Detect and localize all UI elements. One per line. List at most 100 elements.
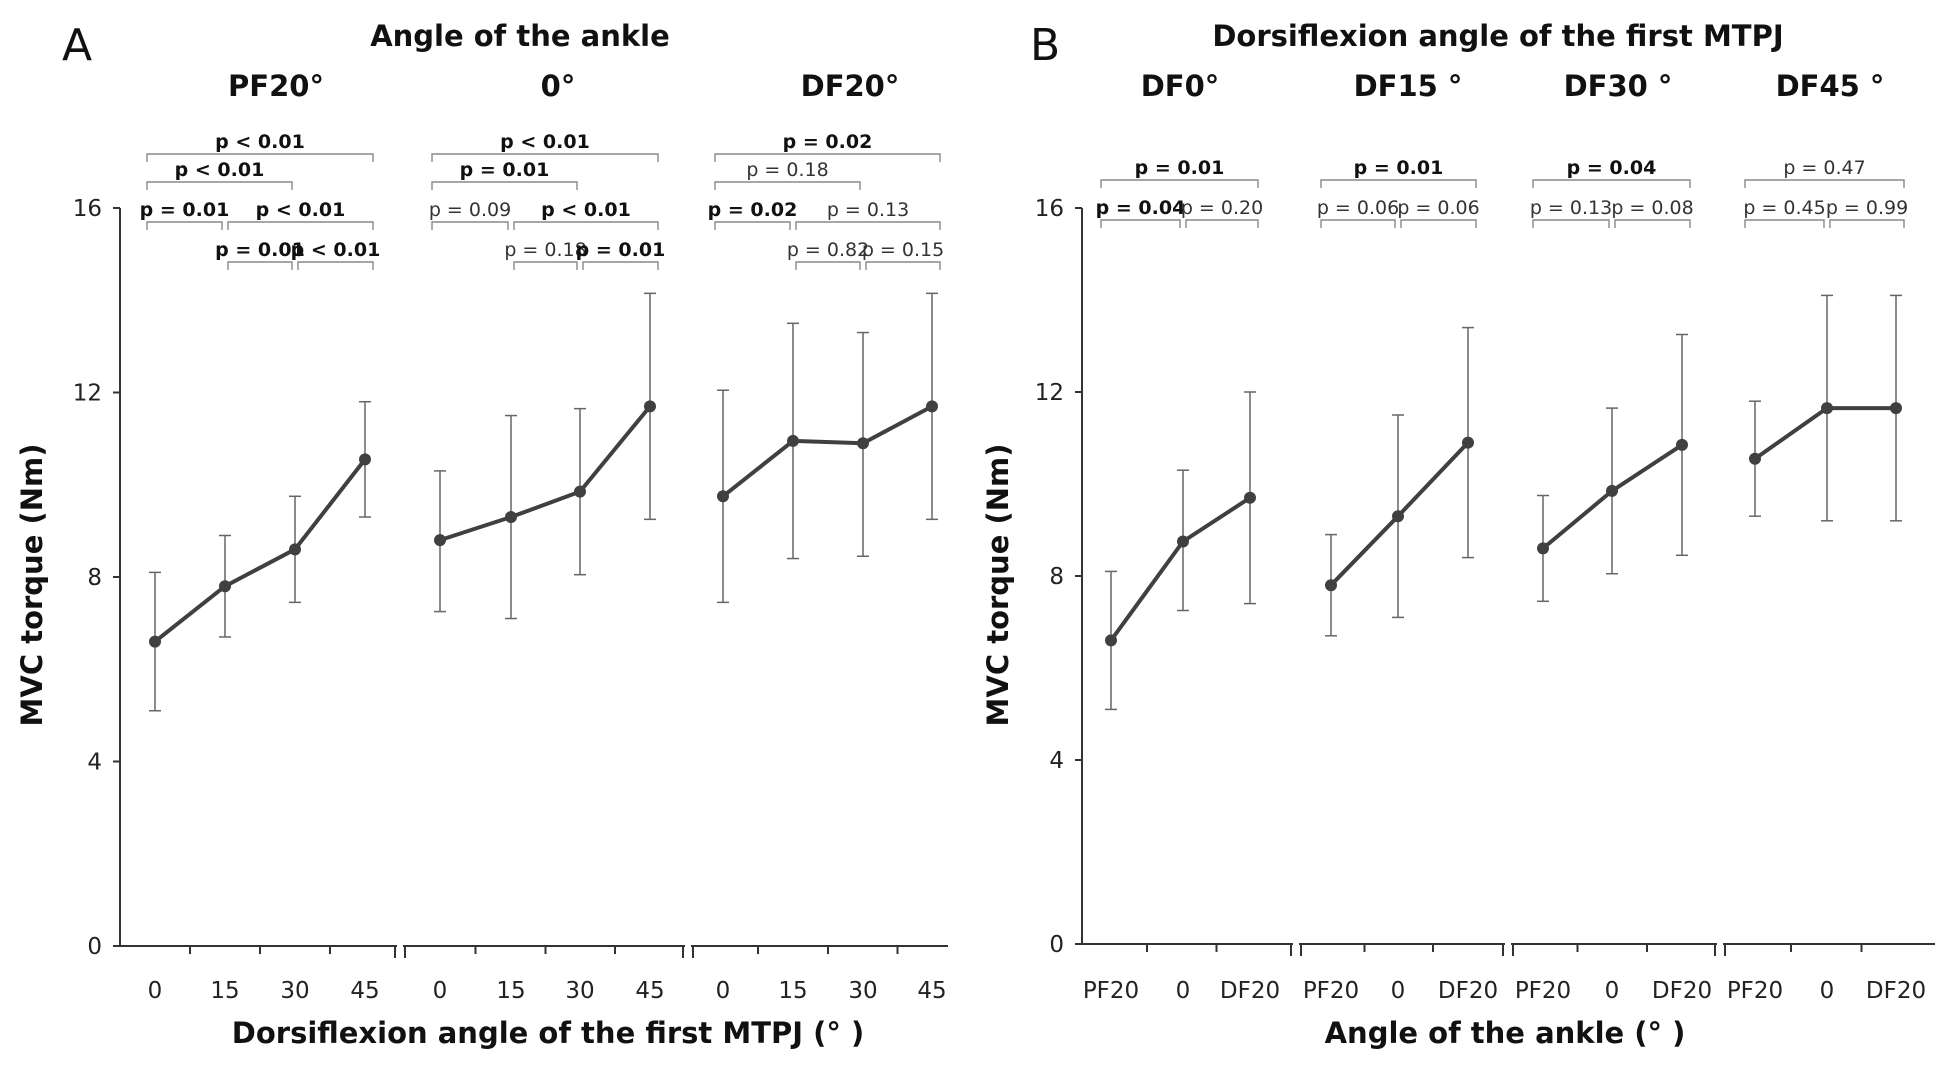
- panel-a-group-1-comparison-bracket: [227, 261, 293, 270]
- panel-b-group-3-data-point: [1606, 484, 1618, 497]
- panel-a-group-3-p-value: p = 0.18: [746, 159, 828, 181]
- panel-b-group-4-p-value: p = 0.99: [1826, 197, 1908, 219]
- panel-b-group-4-p-value: p = 0.45: [1743, 197, 1825, 219]
- panel-b-group-3-axis-gap: [1717, 941, 1723, 947]
- panel-b-group-2-axis-gap: [1505, 941, 1511, 947]
- panel-b-group-1-axis-gap: [1293, 941, 1299, 947]
- panel-b-y-axis-title: MVC torque (Nm): [981, 444, 1015, 727]
- panel-a-group-2-x-tick-label: 30: [565, 978, 594, 1004]
- panel-a-group-1-data-point: [289, 543, 301, 556]
- panel-b-y-tick-label: 0: [1049, 932, 1064, 958]
- panel-a-group-2-comparison-bracket: [513, 261, 578, 270]
- panel-a-group-1-comparison-bracket: [146, 181, 293, 190]
- panel-b-letter: B: [1030, 20, 1060, 71]
- panel-a-y-axis-title: MVC torque (Nm): [15, 444, 49, 727]
- panel-b-group-3-comparison-bracket: [1532, 179, 1691, 188]
- panel-a-group-1-axis-gap: [397, 943, 403, 949]
- panel-a-group-1-p-value: p < 0.01: [175, 159, 265, 181]
- panel-a-title: Angle of the ankle: [370, 19, 670, 53]
- panel-b-group-3-p-value: p = 0.04: [1567, 157, 1657, 179]
- panel-b-group-4-series-line: [1753, 406, 1896, 461]
- panel-a-x-axis-title: Dorsiflexion angle of the first MTPJ (° …: [232, 1016, 864, 1050]
- panel-a-group-3-data-point: [926, 400, 938, 413]
- panel-b-y-tick-label: 12: [1035, 380, 1064, 406]
- panel-a-group-2-data-point: [574, 485, 586, 498]
- panel-b-group-2-data-point: [1462, 436, 1474, 449]
- panel-a-group-2-p-value: p = 0.09: [429, 199, 511, 221]
- panel-a-group-2-comparison-bracket: [582, 261, 659, 270]
- panel-a-group-3-comparison-bracket: [795, 221, 941, 230]
- panel-b-group-3-p-value: p = 0.13: [1530, 197, 1612, 219]
- panel-b-group-1-data-point: [1244, 491, 1256, 504]
- panel-b-group-2-p-value: p = 0.01: [1354, 157, 1444, 179]
- panel-b-y-tick-label: 16: [1035, 196, 1064, 222]
- panel-b-group-3-x-tick-label: 0: [1605, 978, 1620, 1004]
- panel-a-group-3-p-value: p = 0.02: [708, 199, 798, 221]
- panel-a-group-1-comparison-bracket: [227, 221, 374, 230]
- panel-a-group-3-series-line: [721, 404, 933, 498]
- panel-a-group-3-p-value: p = 0.82: [787, 239, 869, 261]
- panel-b-group-3-x-tick-label: DF20: [1652, 978, 1712, 1004]
- panel-a-group-1-x-tick-label: 15: [210, 978, 239, 1004]
- panel-b-group-3-comparison-bracket: [1532, 219, 1610, 228]
- panel-b-x-axis-title: Angle of the ankle (° ): [1325, 1016, 1686, 1050]
- panel-b-group-3-comparison-bracket: [1614, 219, 1691, 228]
- panel-a-group-1-x-tick-label: 0: [148, 978, 163, 1004]
- panel-a-group-2-comparison-bracket: [431, 153, 659, 162]
- panel-a-group-2-p-value: p = 0.01: [460, 159, 550, 181]
- panel-a-group-1-data-point: [149, 635, 161, 648]
- panel-a-group-2-x-tick-label: 15: [496, 978, 525, 1004]
- panel-a-group-2-axis-gap: [685, 943, 691, 949]
- panel-a-group-2-p-value: p < 0.01: [541, 199, 631, 221]
- panel-a-group-2-title: 0°: [541, 69, 576, 103]
- panel-a-group-2-comparison-bracket: [513, 221, 659, 230]
- panel-b-group-3-title: DF30 °: [1564, 69, 1673, 103]
- panel-b-y-tick-label: 4: [1049, 748, 1064, 774]
- panel-b-group-1-comparison-bracket: [1100, 219, 1181, 228]
- panel-b-group-1-x-tick-label: 0: [1176, 978, 1191, 1004]
- panel-b-group-1-x-tick-label: PF20: [1083, 978, 1139, 1004]
- panel-a-group-3-comparison-bracket: [865, 261, 941, 270]
- panel-a-group-3-data-point: [857, 437, 869, 450]
- panel-b-group-2-comparison-bracket: [1400, 219, 1477, 228]
- panel-b-group-2-x-tick-label: 0: [1391, 978, 1406, 1004]
- panel-a-group-3-data-point: [787, 434, 799, 447]
- panel-a-letter: A: [62, 20, 92, 71]
- panel-a-y-tick-label: 16: [73, 196, 102, 222]
- panel-a-group-1-title: PF20°: [228, 69, 324, 103]
- panel-b-group-1-p-value: p = 0.04: [1096, 197, 1186, 219]
- panel-b-group-1-x-tick-label: DF20: [1220, 978, 1280, 1004]
- panel-b-group-4-comparison-bracket: [1744, 219, 1825, 228]
- panel-b-group-4-p-value: p = 0.47: [1783, 157, 1865, 179]
- panel-a-y-tick-label: 0: [87, 934, 102, 960]
- panel-b-y-tick-label: 8: [1049, 564, 1064, 590]
- panel-a-group-3-x-tick-label: 15: [778, 978, 807, 1004]
- panel-b: B Dorsiflexion angle of the first MTPJ A…: [981, 19, 1935, 1050]
- panel-a: A Angle of the ankle Dorsiflexion angle …: [15, 19, 948, 1050]
- panel-b-group-2-x-tick-label: PF20: [1303, 978, 1359, 1004]
- panel-a-group-2-x-tick-label: 0: [433, 978, 448, 1004]
- panel-a-group-1-p-value: p < 0.01: [291, 239, 381, 261]
- panel-b-group-4-comparison-bracket: [1829, 219, 1905, 228]
- panel-b-group-3-data-point: [1537, 542, 1549, 555]
- panel-b-group-4-data-point: [1749, 452, 1761, 465]
- panel-b-group-1-data-point: [1177, 535, 1189, 548]
- panel-a-group-3-p-value: p = 0.13: [827, 199, 909, 221]
- panel-b-group-3-data-point: [1676, 438, 1688, 451]
- panel-a-group-2-data-point: [434, 534, 446, 547]
- panel-a-group-2-p-value: p = 0.01: [576, 239, 666, 261]
- panel-b-group-1-series-line: [1109, 496, 1252, 642]
- panel-a-group-2-series-line: [439, 405, 652, 543]
- panel-a-group-1-p-value: p = 0.01: [140, 199, 230, 221]
- panel-a-group-1-data-point: [219, 580, 231, 593]
- panel-a-group-2-p-value: p < 0.01: [500, 131, 590, 153]
- panel-a-group-1-p-value: p < 0.01: [256, 199, 346, 221]
- panel-a-group-2-data-point: [505, 511, 517, 524]
- panel-a-y-tick-label: 8: [87, 565, 102, 591]
- panel-a-group-1-p-value: p = 0.01: [215, 239, 305, 261]
- panel-a-group-1-comparison-bracket: [146, 221, 223, 230]
- panel-b-group-2-p-value: p = 0.06: [1397, 197, 1479, 219]
- panel-b-group-4-x-tick-label: DF20: [1866, 978, 1926, 1004]
- panel-a-group-2-data-point: [644, 400, 656, 413]
- panel-a-group-3-comparison-bracket: [714, 153, 941, 162]
